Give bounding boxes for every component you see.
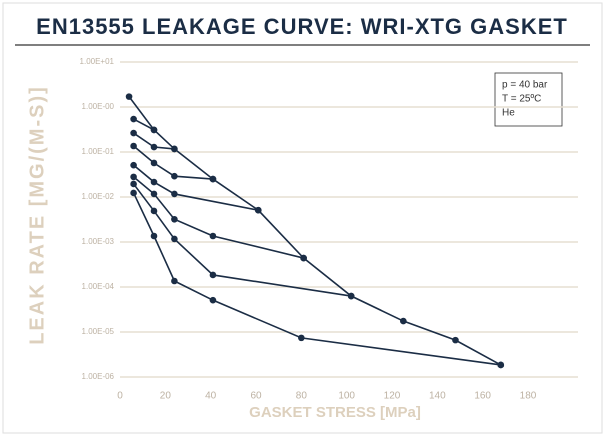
data-point <box>150 143 158 151</box>
chart-title: EN13555 LEAKAGE CURVE: WRI-XTG GASKET <box>36 14 568 39</box>
y-tick-label: 1.00E+01 <box>80 57 115 66</box>
x-tick-label: 80 <box>296 391 308 402</box>
series-line <box>128 96 502 366</box>
data-point <box>130 129 137 137</box>
x-tick-label: 120 <box>384 391 401 402</box>
data-point <box>150 207 158 215</box>
data-point <box>209 271 217 279</box>
data-point <box>209 232 217 240</box>
series-line <box>133 145 213 180</box>
series-line <box>132 183 352 297</box>
x-tick-label: 160 <box>474 391 491 402</box>
annotation: He <box>502 108 515 119</box>
annotation: T = 25ºC <box>502 94 541 105</box>
data-point <box>130 115 137 123</box>
y-axis-label: LEAK RATE [MG/(M-S)] <box>26 85 48 345</box>
x-tick-label: 60 <box>250 391 262 402</box>
annotation: p = 40 bar <box>502 80 548 91</box>
data-point <box>171 145 178 153</box>
data-point <box>171 172 178 180</box>
data-point <box>130 173 137 181</box>
y-tick-label: 1.00E-00 <box>82 102 115 111</box>
data-point <box>150 126 158 134</box>
data-point <box>125 93 133 100</box>
x-tick-label: 0 <box>117 391 123 402</box>
data-point <box>150 232 158 240</box>
data-point <box>150 190 158 198</box>
x-tick-label: 140 <box>429 391 446 402</box>
data-point <box>150 159 158 167</box>
y-tick-label: 1.00E-06 <box>82 372 115 381</box>
y-tick-label: 1.00E-01 <box>82 147 115 156</box>
data-point <box>171 215 178 223</box>
annotation-box <box>494 72 563 127</box>
y-tick-label: 1.00E-03 <box>82 237 115 246</box>
y-tick-label: 1.00E-04 <box>82 282 115 291</box>
y-tick-label: 1.00E-05 <box>82 327 115 336</box>
data-point <box>400 317 407 325</box>
data-point <box>497 361 505 369</box>
data-point <box>209 175 217 183</box>
data-point <box>171 277 178 285</box>
data-point <box>130 189 137 197</box>
data-point <box>347 292 355 300</box>
series-line <box>133 118 155 131</box>
data-point <box>298 334 305 342</box>
x-tick-label: 180 <box>520 391 537 402</box>
data-point <box>452 336 459 344</box>
series-line <box>132 192 501 366</box>
x-tick-label: 20 <box>160 391 172 402</box>
x-axis-label: GASKET STRESS [MPa] <box>249 404 421 421</box>
x-tick-label: 100 <box>338 391 355 402</box>
series-line <box>133 164 259 211</box>
data-point <box>150 178 158 186</box>
data-point <box>130 142 137 150</box>
x-tick-label: 40 <box>205 391 217 402</box>
data-point <box>209 296 217 304</box>
data-point <box>171 190 178 198</box>
data-point <box>171 235 178 243</box>
data-point <box>254 206 262 214</box>
y-tick-label: 1.00E-02 <box>82 192 115 201</box>
data-point <box>130 180 137 188</box>
data-point <box>130 161 137 169</box>
data-point <box>300 254 307 262</box>
